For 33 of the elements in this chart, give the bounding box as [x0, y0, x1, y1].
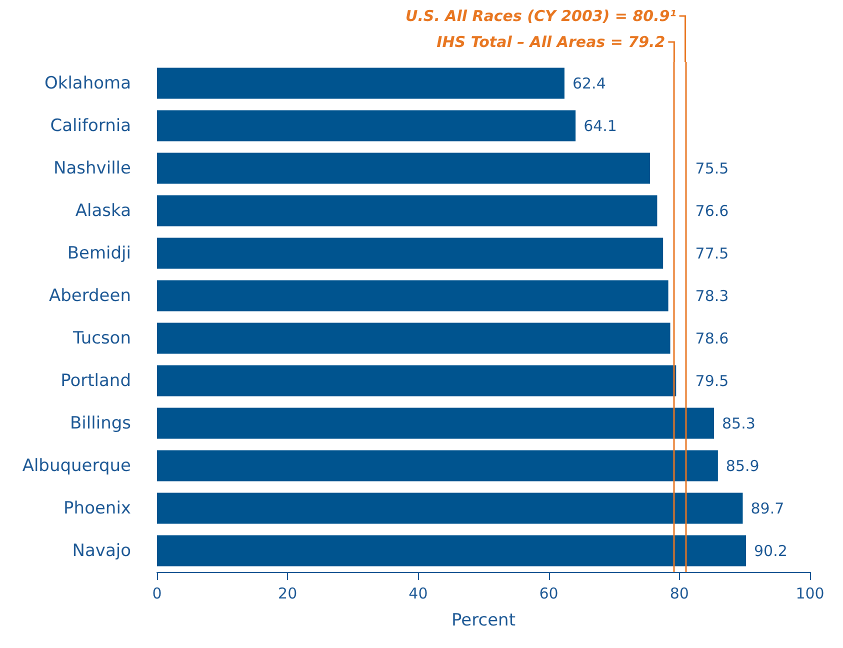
data-label: 64.1 [584, 116, 617, 135]
y-tick-label: Alaska [75, 200, 131, 221]
data-label: 78.6 [695, 329, 729, 348]
x-tick-label: 20 [278, 584, 298, 602]
x-tick-label: 40 [408, 584, 428, 602]
y-tick-label: Tucson [72, 328, 131, 348]
data-label: 76.6 [695, 202, 729, 220]
y-tick-label: Navajo [72, 540, 131, 561]
data-label: 85.3 [722, 414, 756, 432]
data-label: 90.2 [754, 542, 788, 560]
x-axis-title: Percent [452, 610, 516, 630]
y-tick-label: Portland [60, 370, 131, 391]
y-tick-label: Oklahoma [44, 73, 131, 94]
ref-line-label: U.S. All Races (CY 2003) = 80.9¹ [406, 7, 676, 25]
x-tick-label: 100 [796, 584, 824, 602]
y-tick-label: California [50, 116, 131, 136]
x-tick-label: 60 [539, 584, 558, 602]
data-label: 77.5 [695, 244, 729, 262]
y-tick-label: Bemidji [67, 243, 131, 264]
data-label: 85.9 [726, 456, 760, 475]
y-tick-label: Aberdeen [48, 286, 131, 306]
data-label: 79.5 [695, 372, 729, 390]
data-label: 89.7 [750, 499, 784, 518]
legend-label: IHS Total – All Areas = 79.2 [436, 33, 666, 51]
data-label: 78.3 [695, 286, 729, 305]
y-tick-label: Albuquerque [22, 456, 131, 476]
data-label: 62.4 [572, 74, 606, 92]
data-label: 75.5 [695, 159, 729, 178]
x-tick-label: 80 [670, 584, 689, 602]
y-tick-label: Billings [70, 413, 132, 434]
x-tick-label: 0 [152, 584, 162, 602]
y-tick-label: Phoenix [64, 498, 131, 518]
y-tick-label: Nashville [54, 158, 131, 178]
